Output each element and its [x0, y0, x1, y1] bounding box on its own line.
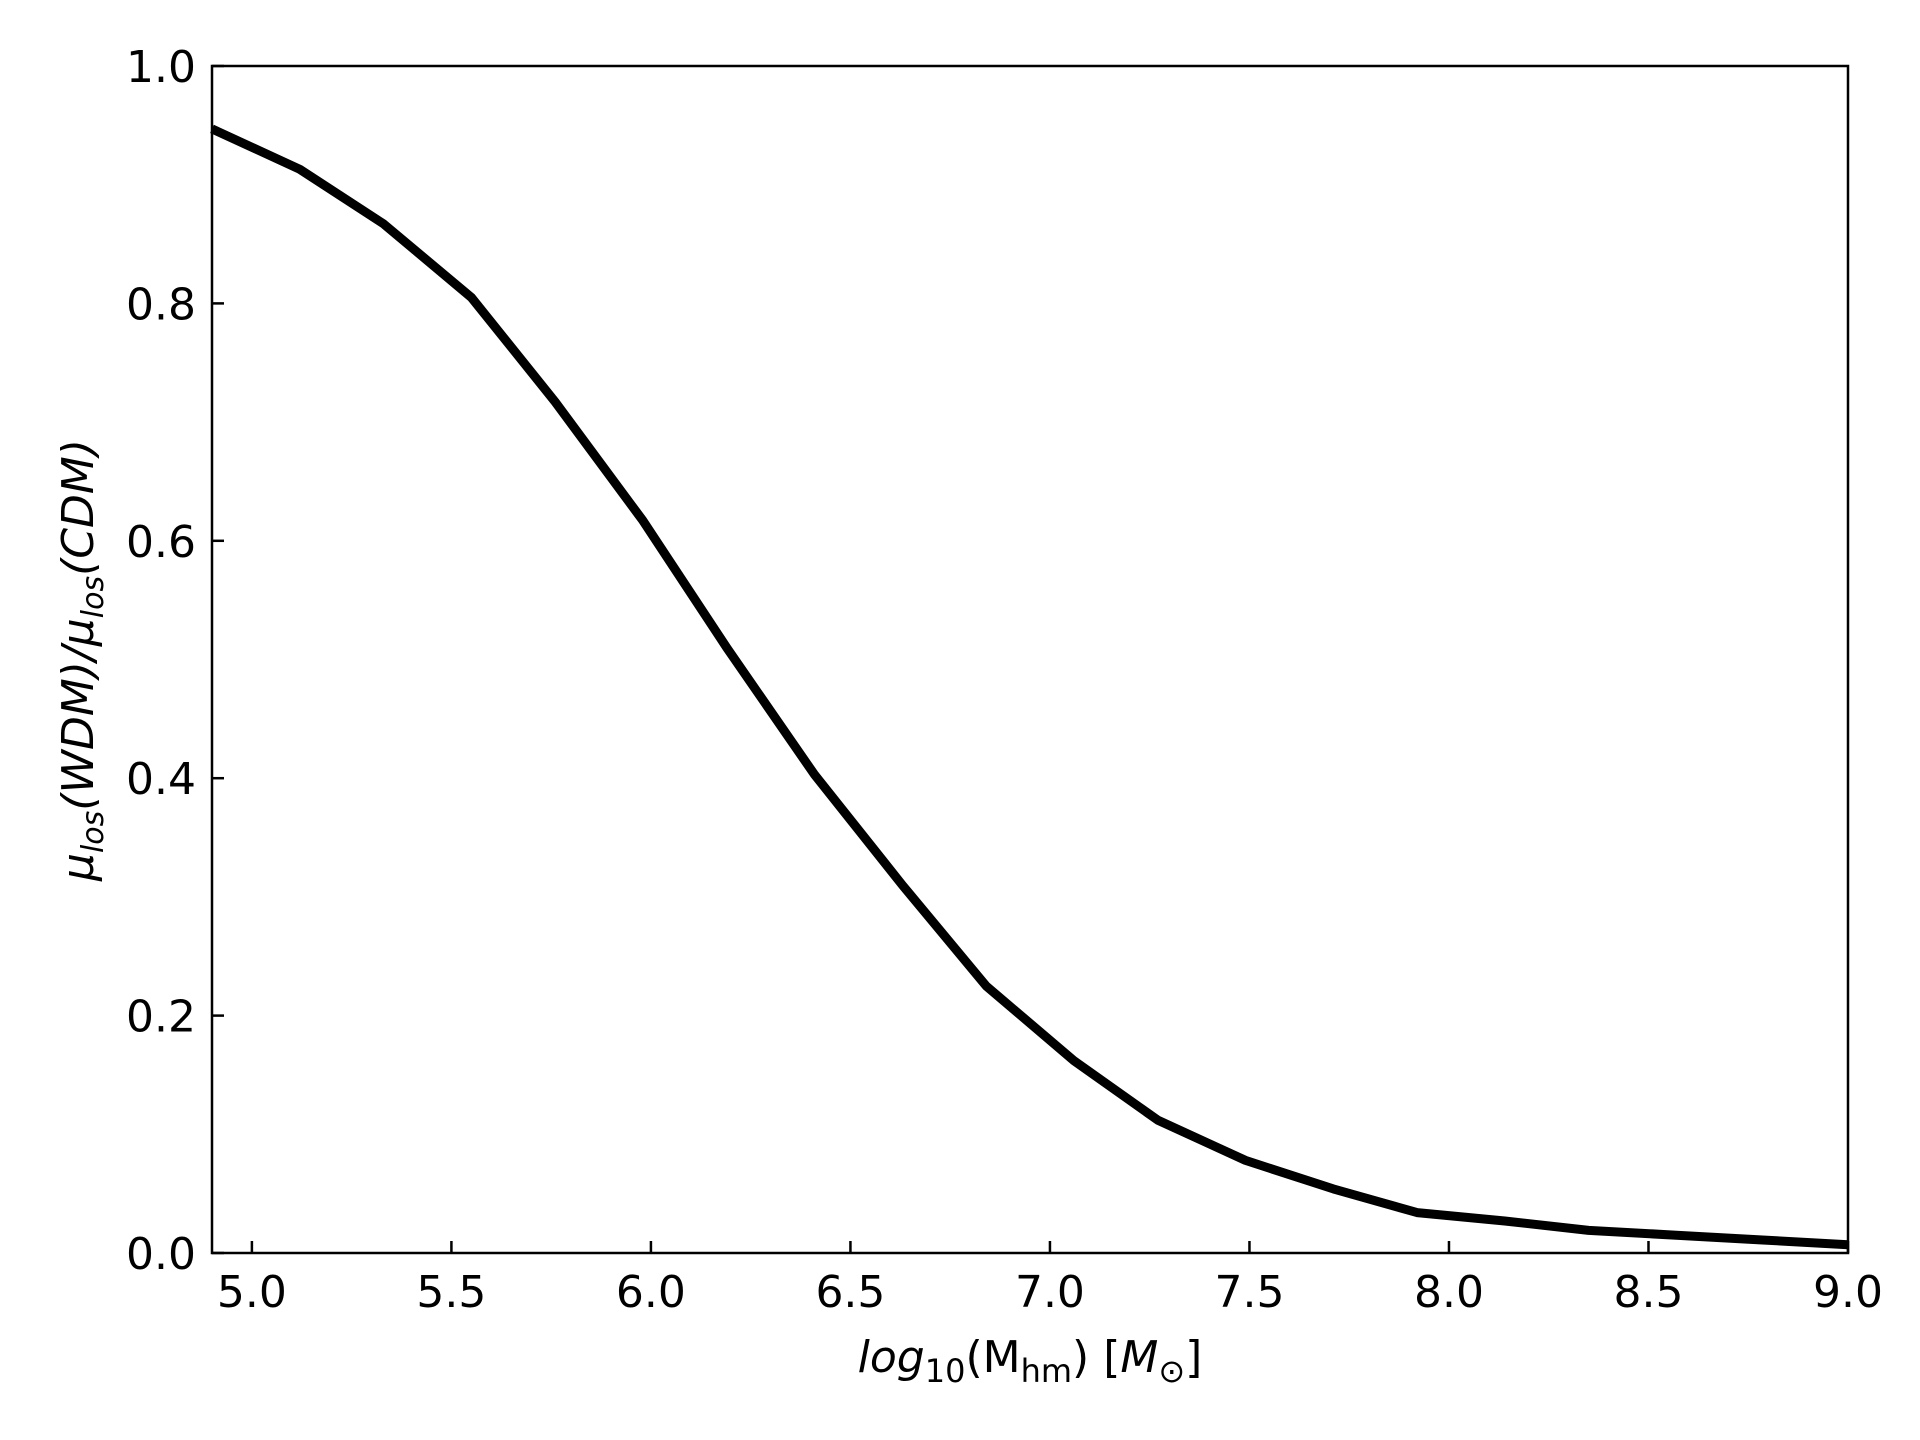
y-tick-label: 0.0 [126, 1229, 196, 1280]
x-tick-label: 8.5 [1613, 1267, 1683, 1318]
plot-background [212, 66, 1848, 1253]
x-tick-label: 5.0 [217, 1267, 287, 1318]
series-line-0 [210, 124, 1849, 1250]
plot-frame [210, 64, 1850, 1255]
x-tick-label: 6.0 [616, 1267, 686, 1318]
y-tick-label: 0.6 [126, 517, 196, 568]
x-tick-label: 7.5 [1214, 1267, 1284, 1318]
x-axis: 5.0 5.5 6.0 6.5 7.0 7.5 8.0 8.5 9.0 [217, 1241, 1883, 1318]
x-tick-label: 9.0 [1813, 1267, 1883, 1318]
x-tick-label: 5.5 [416, 1267, 486, 1318]
plot-lines [210, 124, 1849, 1250]
y-tick-label: 0.4 [126, 754, 196, 805]
y-tick-label: 1.0 [126, 42, 196, 93]
y-tick-label: 0.8 [126, 279, 196, 330]
y-tick-label: 0.2 [126, 992, 196, 1043]
x-tick-label: 6.5 [815, 1267, 885, 1318]
y-axis-label: μlos(WDM)/μlos(CDM) [53, 439, 111, 882]
x-tick-label: 8.0 [1414, 1267, 1484, 1318]
x-axis-label: log10(Mhm) [M⊙] [858, 1332, 1203, 1390]
y-axis: 0.0 0.2 0.4 0.6 0.8 1.0 [126, 42, 224, 1280]
x-tick-label: 7.0 [1015, 1267, 1085, 1318]
